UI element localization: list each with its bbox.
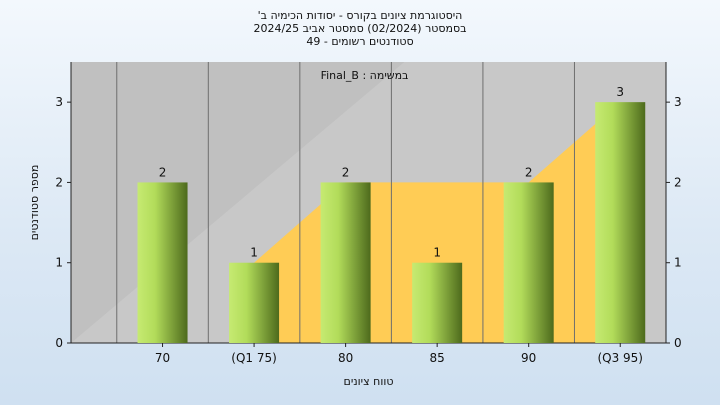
y-tick-label-left: 0 — [55, 336, 63, 350]
x-tick-label: 90 — [521, 351, 536, 365]
plot-annotation: במשימה : Final_B — [321, 69, 409, 82]
data-label: 2 — [525, 165, 533, 179]
data-label: 1 — [433, 246, 441, 260]
bar — [503, 182, 554, 343]
chart-title-line-3: סטודנטים רשומים - 49 — [306, 35, 414, 48]
chart-title-line-2: בסמסטר (02/2024) סמסטר אביב 2024/25 — [253, 22, 467, 35]
x-axis-label: טווח ציונים — [344, 375, 394, 388]
data-label: 2 — [342, 165, 350, 179]
y-tick-label-left: 2 — [55, 175, 63, 189]
x-tick-label: (Q3 95) — [597, 351, 643, 365]
y-axis-label: מספר סטודנטים — [28, 165, 41, 241]
bar — [320, 182, 371, 343]
x-tick-label: 85 — [430, 351, 445, 365]
y-tick-label-left: 3 — [55, 95, 63, 109]
bar — [137, 182, 188, 343]
y-tick-label-right: 0 — [674, 336, 682, 350]
y-tick-label-right: 1 — [674, 256, 682, 270]
x-tick-label: (Q1 75) — [231, 351, 277, 365]
y-tick-label-right: 3 — [674, 95, 682, 109]
data-label: 3 — [616, 85, 624, 99]
x-tick-label: 70 — [155, 351, 170, 365]
bar — [595, 102, 646, 344]
y-tick-label-right: 2 — [674, 175, 682, 189]
data-label: 2 — [159, 165, 167, 179]
x-tick-label: 80 — [338, 351, 353, 365]
data-label: 1 — [250, 246, 258, 260]
bar — [412, 262, 463, 343]
y-tick-label-left: 1 — [55, 256, 63, 270]
bar — [229, 262, 280, 343]
chart-title-line-1: היסטוגרמת ציונים בקורס - יסודות הכימיה ב… — [257, 9, 463, 22]
